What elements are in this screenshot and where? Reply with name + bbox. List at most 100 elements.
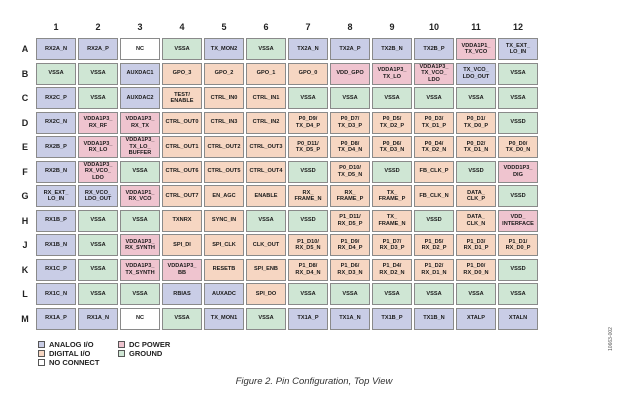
pin-cell: TX2A_N xyxy=(288,38,328,60)
pin-cell: AUXADC xyxy=(204,283,244,305)
pin-cell: P1_D4/ RX_D2_N xyxy=(372,258,412,281)
column-header: 4 xyxy=(179,22,185,32)
pin-cell: VSSA xyxy=(372,87,412,109)
pin-cell: P0_D6/ TX_D3_N xyxy=(372,136,412,158)
pin-cell: CTRL_OUT1 xyxy=(162,136,202,158)
pin-cell: P0_D2/ TX_D1_N xyxy=(456,136,496,158)
pin-cell: VDDA1P3_ RX_VCO_ LDO xyxy=(78,160,118,183)
pin-cell: P1_D7/ RX_D3_P xyxy=(372,234,412,256)
row-header: F xyxy=(22,166,28,177)
pin-cell: CTRL_OUT0 xyxy=(162,111,202,134)
pin-cell: TX_ FRAME_P xyxy=(372,185,412,207)
pin-cell: GPO_3 xyxy=(162,62,202,85)
pin-cell: NC xyxy=(120,38,160,60)
pin-cell: TX_VCO_ LDO_OUT xyxy=(456,62,496,85)
column-header: 11 xyxy=(471,22,481,32)
pin-cell: VSSD xyxy=(498,185,538,207)
pin-cell: VSSA xyxy=(120,209,160,232)
pin-cell: SPI_CLK xyxy=(204,234,244,256)
pin-cell: CTRL_IN0 xyxy=(204,87,244,109)
pin-cell: VSSA xyxy=(246,209,286,232)
pin-cell: P0_D11/ TX_D5_P xyxy=(288,136,328,158)
pin-cell: VDDA1P1_ TX_VCO xyxy=(456,38,496,60)
pin-cell: VSSD xyxy=(288,209,328,232)
pin-cell: VSSD xyxy=(414,209,454,232)
pin-cell: GPO_0 xyxy=(288,62,328,85)
pin-cell: VSSA xyxy=(78,258,118,281)
pin-cell: TX2A_P xyxy=(330,38,370,60)
pin-cell: ENABLE xyxy=(246,185,286,207)
pin-cell: P0_D3/ TX_D1_P xyxy=(414,111,454,134)
pin-cell: VDDA1P3_ TX_VCO_ LDO xyxy=(414,62,454,85)
pin-cell: VSSA xyxy=(36,62,76,85)
pin-cell: VDDA1P3_ RX_LO xyxy=(78,136,118,158)
legend-item: DIGITAL I/O xyxy=(38,349,90,358)
pin-cell: VSSD xyxy=(288,160,328,183)
pin-cell: CTRL_OUT2 xyxy=(204,136,244,158)
pin-cell: VSSA xyxy=(414,283,454,305)
pin-cell: CTRL_OUT3 xyxy=(246,136,286,158)
row-header: L xyxy=(22,289,28,299)
row-header: C xyxy=(21,93,29,103)
pin-cell: VSSA xyxy=(120,160,160,183)
pin-cell: P1_D9/ RX_D4_P xyxy=(330,234,370,256)
pin-cell: P0_D5/ TX_D2_P xyxy=(372,111,412,134)
row-header: A xyxy=(21,44,29,54)
column-header: 10 xyxy=(428,22,439,32)
pin-cell: VSSA xyxy=(120,283,160,305)
pin-cell: RX_VCO_ LDO_OUT xyxy=(78,185,118,207)
pin-cell: XTALP xyxy=(456,307,496,330)
column-header: 12 xyxy=(512,22,523,32)
legend-label: NO CONNECT xyxy=(49,358,100,367)
pin-cell: RX2A_P xyxy=(78,38,118,60)
pin-cell: VSSA xyxy=(498,283,538,305)
legend-label: GROUND xyxy=(129,349,163,358)
pin-cell: VSSA xyxy=(78,234,118,256)
pin-cell: VSSA xyxy=(414,87,454,109)
pin-cell: VSSA xyxy=(78,62,118,85)
pin-cell: SPI_DO xyxy=(246,283,286,305)
pin-cell: TX1B_P xyxy=(372,307,412,330)
pin-cell: RX_EXT_ LO_IN xyxy=(36,185,76,207)
pin-cell: VSSA xyxy=(78,209,118,232)
pin-cell: AUXDAC1 xyxy=(120,62,160,85)
pin-cell: RX1A_N xyxy=(78,307,118,330)
pin-cell: RX2B_P xyxy=(36,136,76,158)
row-header: J xyxy=(22,240,28,250)
pin-cell: RX2C_P xyxy=(36,87,76,109)
pin-cell: P1_D10/ RX_D5_N xyxy=(288,234,328,256)
pin-cell: RBIAS xyxy=(162,283,202,305)
pin-cell: CTRL_OUT5 xyxy=(204,160,244,183)
column-header: 7 xyxy=(305,22,311,32)
pin-cell: P0_D0/ TX_D0_N xyxy=(498,136,538,158)
pin-cell: RESETB xyxy=(204,258,244,281)
pin-cell: TX_MON1 xyxy=(204,307,244,330)
figure-caption: Figure 2. Pin Configuration, Top View xyxy=(235,376,393,387)
pin-cell: CTRL_IN1 xyxy=(246,87,286,109)
pin-cell: TX1A_P xyxy=(288,307,328,330)
row-header: G xyxy=(21,191,29,201)
pin-cell: P1_D1/ RX_D0_P xyxy=(498,234,538,256)
pin-cell: P1_D2/ RX_D1_N xyxy=(414,258,454,281)
pin-cell: RX1B_N xyxy=(36,234,76,256)
legend-item: GROUND xyxy=(118,349,162,358)
legend-swatch xyxy=(118,350,125,357)
column-header: 1 xyxy=(53,22,59,32)
pin-cell: RX2C_N xyxy=(36,111,76,134)
pin-cell: VSSA xyxy=(498,87,538,109)
pin-cell: TX_MON2 xyxy=(204,38,244,60)
pin-cell: AUXDAC2 xyxy=(120,87,160,109)
legend-label: DIGITAL I/O xyxy=(49,349,91,358)
pin-cell: P0_D7/ TX_D3_P xyxy=(330,111,370,134)
pin-cell: CTRL_OUT4 xyxy=(246,160,286,183)
pin-cell: GPO_1 xyxy=(246,62,286,85)
pin-cell: SPI_DI xyxy=(162,234,202,256)
legend-item: ANALOG I/O xyxy=(38,340,94,349)
pin-cell: VSSA xyxy=(288,283,328,305)
row-header: D xyxy=(21,117,29,128)
pin-cell: VDDD1P3_ DIG xyxy=(498,160,538,183)
pin-cell: P1_D6/ RX_D3_N xyxy=(330,258,370,281)
pin-cell: VSSD xyxy=(498,258,538,281)
row-header: M xyxy=(21,313,29,324)
pin-cell: RX1C_N xyxy=(36,283,76,305)
